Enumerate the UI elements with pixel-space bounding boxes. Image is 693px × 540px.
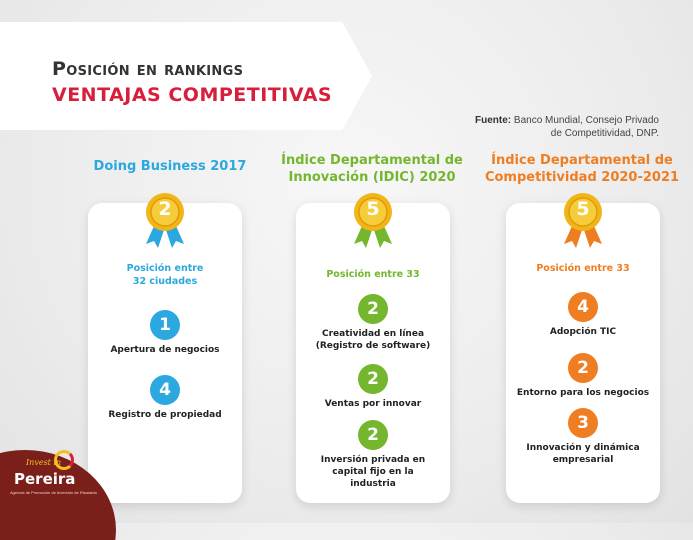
column-2-position: Posición entre 33 bbox=[296, 268, 450, 281]
position-line1: Posición entre bbox=[126, 263, 204, 274]
item-label-line2: (Registro de software) bbox=[315, 341, 431, 351]
rank-badge: 4 bbox=[150, 375, 180, 405]
list-item: 3 Innovación y dinámica empresarial bbox=[516, 408, 650, 466]
item-label: Entorno para los negocios bbox=[516, 388, 650, 398]
column-1-title-line1: Doing Business 2017 bbox=[93, 159, 247, 174]
title-banner bbox=[0, 22, 372, 130]
column-2-title-line1: Índice Departamental de bbox=[281, 153, 463, 168]
source-text-2: de Competitividad, DNP. bbox=[550, 128, 659, 139]
item-label: Inversión privada en capital fijo en la … bbox=[306, 454, 440, 490]
item-label: Adopción TIC bbox=[549, 327, 617, 337]
item-label: Registro de propiedad bbox=[108, 410, 222, 420]
rank-badge: 2 bbox=[358, 420, 388, 450]
item-label: Apertura de negocios bbox=[110, 345, 220, 355]
logo-tagline: Agencia de Promoción de Inversión de Ris… bbox=[10, 490, 97, 495]
logo-invest: Invest in bbox=[26, 458, 62, 467]
medal-rank: 5 bbox=[576, 198, 590, 220]
rank-badge: 2 bbox=[358, 294, 388, 324]
column-3-title: Índice Departamental de Competitividad 2… bbox=[482, 152, 682, 186]
page-title: Posición en rankings bbox=[52, 58, 244, 80]
column-3-position: Posición entre 33 bbox=[506, 262, 660, 275]
item-label-line1: Innovación y dinámica bbox=[526, 443, 640, 453]
item-label-line1: Creatividad en línea bbox=[321, 329, 425, 339]
medal-icon bbox=[146, 193, 184, 248]
position-line1: Posición entre 33 bbox=[326, 269, 420, 280]
item-label-line2: capital fijo en la bbox=[332, 467, 414, 477]
column-2-card bbox=[296, 203, 450, 503]
position-line1: Posición entre 33 bbox=[536, 263, 630, 274]
source-text-1: Banco Mundial, Consejo Privado bbox=[513, 115, 659, 126]
column-2-title-line2: Innovación (IDIC) 2020 bbox=[288, 170, 456, 185]
item-label: Innovación y dinámica empresarial bbox=[516, 442, 650, 466]
medal-icon bbox=[354, 193, 392, 248]
column-3-title-line1: Índice Departamental de bbox=[491, 153, 673, 168]
rank-badge: 3 bbox=[568, 408, 598, 438]
list-item: 1 Apertura de negocios bbox=[98, 310, 232, 356]
source-label: Fuente: bbox=[475, 115, 512, 126]
item-label-line1: Inversión privada en bbox=[320, 455, 426, 465]
rank-badge: 1 bbox=[150, 310, 180, 340]
column-1-title: Doing Business 2017 bbox=[80, 158, 260, 175]
item-label-line3: industria bbox=[350, 479, 396, 489]
list-item: 4 Adopción TIC bbox=[516, 292, 650, 338]
position-line2: 32 ciudades bbox=[132, 276, 198, 287]
page-subtitle: VENTAJAS COMPETITIVAS bbox=[52, 84, 333, 106]
medal-rank: 5 bbox=[366, 198, 380, 220]
column-2-title: Índice Departamental de Innovación (IDIC… bbox=[272, 152, 472, 186]
rank-badge: 2 bbox=[568, 353, 598, 383]
source-note: Fuente: Banco Mundial, Consejo Privado d… bbox=[399, 114, 659, 140]
rank-badge: 4 bbox=[568, 292, 598, 322]
column-3-title-line2: Competitividad 2020-2021 bbox=[484, 170, 680, 185]
rank-badge: 2 bbox=[358, 364, 388, 394]
column-1-position: Posición entre 32 ciudades bbox=[88, 262, 242, 288]
column-1-card bbox=[88, 203, 242, 503]
item-label: Ventas por innovar bbox=[324, 399, 422, 409]
list-item: 2 Ventas por innovar bbox=[306, 364, 440, 410]
list-item: 2 Inversión privada en capital fijo en l… bbox=[306, 420, 440, 490]
medal-icon bbox=[564, 193, 602, 248]
item-label: Creatividad en línea (Registro de softwa… bbox=[306, 328, 440, 352]
medal-rank: 2 bbox=[158, 198, 172, 220]
list-item: 2 Entorno para los negocios bbox=[516, 353, 650, 399]
list-item: 2 Creatividad en línea (Registro de soft… bbox=[306, 294, 440, 352]
logo-ring-icon bbox=[54, 450, 74, 470]
item-label-line2: empresarial bbox=[552, 455, 614, 465]
logo: Pereira bbox=[14, 470, 76, 488]
list-item: 4 Registro de propiedad bbox=[98, 375, 232, 421]
